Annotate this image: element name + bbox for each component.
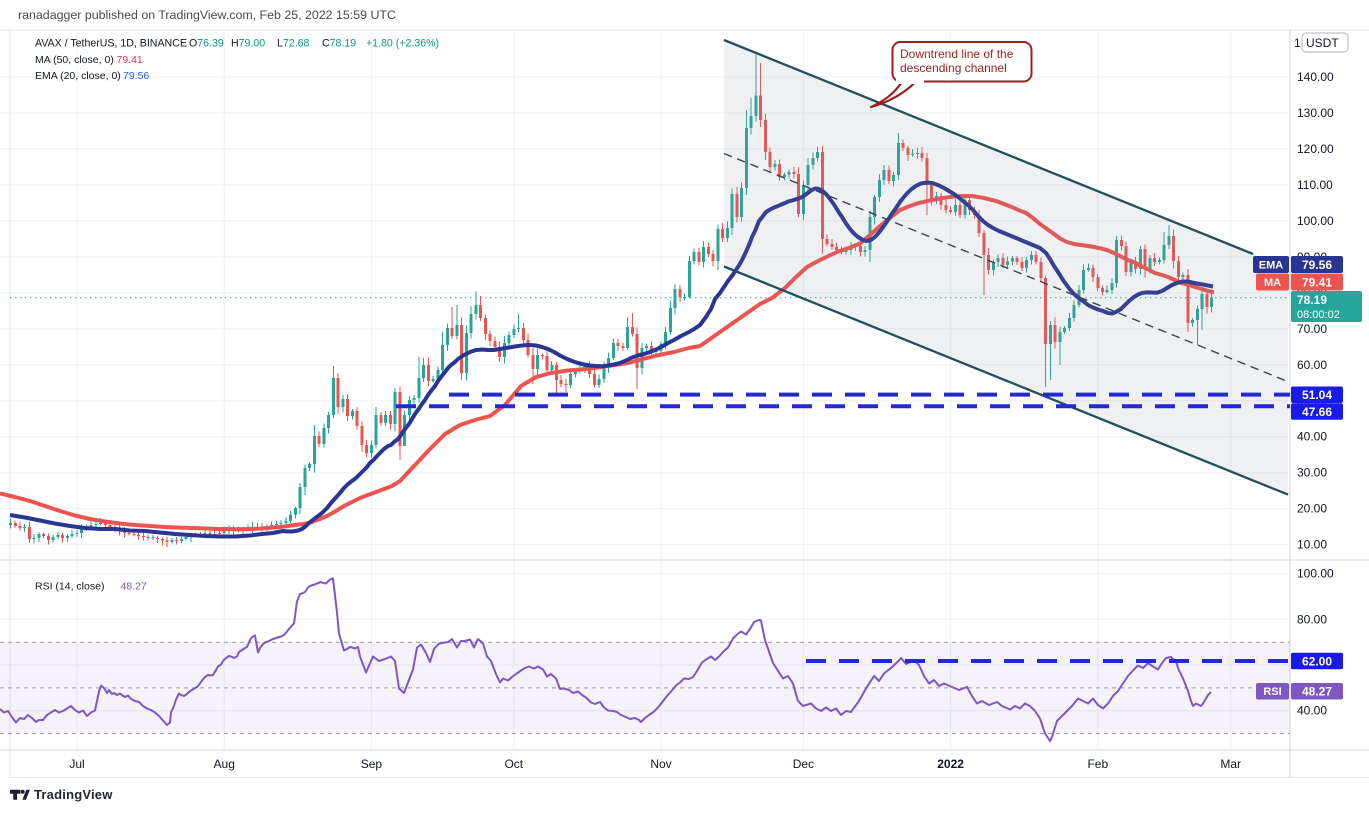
svg-text:30.00: 30.00 — [1297, 466, 1327, 480]
svg-text:100.00: 100.00 — [1297, 214, 1334, 228]
svg-text:Feb: Feb — [1087, 757, 1108, 771]
svg-text:EMA: EMA — [1259, 260, 1284, 272]
svg-text:60.00: 60.00 — [1297, 358, 1327, 372]
svg-text:USDT: USDT — [1306, 36, 1339, 50]
svg-text:Dec: Dec — [793, 757, 814, 771]
svg-text:Aug: Aug — [214, 757, 235, 771]
svg-text:Jul: Jul — [69, 757, 84, 771]
svg-text:MA (50, close, 0)79.41: MA (50, close, 0) 79.41 — [35, 54, 143, 66]
svg-text:1: 1 — [1294, 36, 1301, 50]
svg-text:100.00: 100.00 — [1297, 567, 1334, 581]
svg-text:Nov: Nov — [650, 757, 671, 771]
svg-text:descending channel: descending channel — [900, 61, 1007, 75]
svg-text:40.00: 40.00 — [1297, 704, 1327, 718]
svg-text:TradingView: TradingView — [34, 787, 113, 802]
svg-text:10.00: 10.00 — [1297, 538, 1327, 552]
svg-text:47.66: 47.66 — [1302, 405, 1332, 419]
svg-text:EMA (20, close, 0)79.56: EMA (20, close, 0) 79.56 — [35, 70, 149, 82]
svg-text:08:00:02: 08:00:02 — [1297, 309, 1340, 321]
svg-text:79.56: 79.56 — [1302, 258, 1332, 272]
svg-text:2022: 2022 — [937, 757, 964, 771]
svg-text:70.00: 70.00 — [1297, 322, 1327, 336]
svg-text:62.00: 62.00 — [1302, 654, 1332, 668]
svg-text:110.00: 110.00 — [1297, 178, 1333, 192]
svg-text:140.00: 140.00 — [1297, 70, 1334, 84]
svg-text:40.00: 40.00 — [1297, 430, 1327, 444]
svg-text:51.04: 51.04 — [1302, 388, 1332, 402]
svg-text:Downtrend line of the: Downtrend line of the — [900, 47, 1014, 61]
svg-text:Sep: Sep — [361, 757, 383, 771]
svg-text:Oct: Oct — [504, 757, 523, 771]
svg-text:79.41: 79.41 — [1302, 275, 1332, 289]
svg-text:20.00: 20.00 — [1297, 502, 1327, 516]
svg-text:Mar: Mar — [1220, 757, 1241, 771]
svg-text:80.00: 80.00 — [1297, 612, 1327, 626]
svg-text:78.19: 78.19 — [1297, 293, 1327, 307]
svg-text:MA: MA — [1264, 277, 1281, 289]
svg-text:48.27: 48.27 — [1302, 685, 1332, 699]
svg-text:130.00: 130.00 — [1297, 106, 1334, 120]
svg-text:RSI (14, close)48.27: RSI (14, close) 48.27 — [35, 580, 147, 592]
svg-text:RSI: RSI — [1263, 686, 1281, 698]
svg-text:120.00: 120.00 — [1297, 142, 1334, 156]
svg-text:ranadagger published on Tradin: ranadagger published on TradingView.com,… — [18, 8, 396, 22]
